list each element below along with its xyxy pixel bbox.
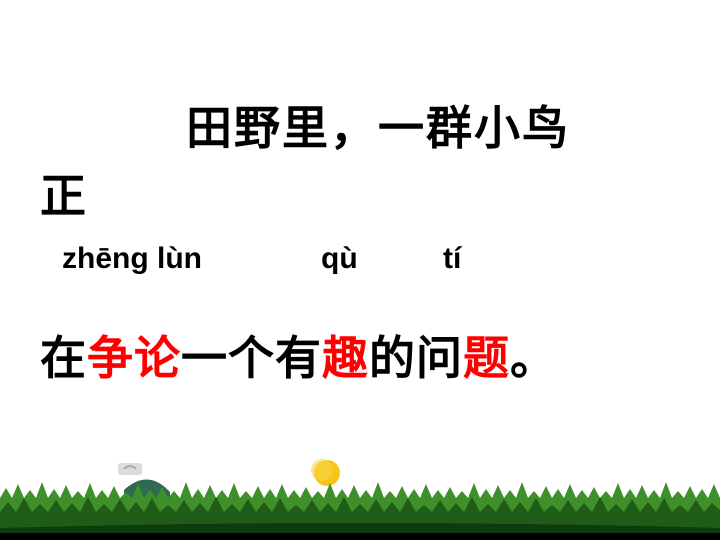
- pinyin-zheng-lun: zhēng lùn: [62, 242, 202, 275]
- word-ti: 题: [463, 331, 510, 385]
- text-line-1: 田野里，一群小鸟: [186, 101, 570, 155]
- pinyin-qu: qù: [321, 242, 358, 275]
- sentence-line: 在争论一个有趣的问题。: [40, 322, 557, 388]
- word-zhenglun: 争论: [87, 331, 181, 385]
- word-dewen: 的问: [369, 331, 463, 385]
- word-zai: 在: [40, 331, 87, 385]
- text-line-2: 正: [40, 169, 86, 223]
- night-scene: [0, 459, 720, 540]
- pinyin-ti: tí: [443, 242, 462, 275]
- word-period: 。: [510, 331, 557, 385]
- moon-icon: [311, 459, 340, 486]
- word-yigeyou: 一个有: [181, 331, 322, 385]
- word-qu: 趣: [322, 331, 369, 385]
- grass-silhouette: [0, 482, 720, 540]
